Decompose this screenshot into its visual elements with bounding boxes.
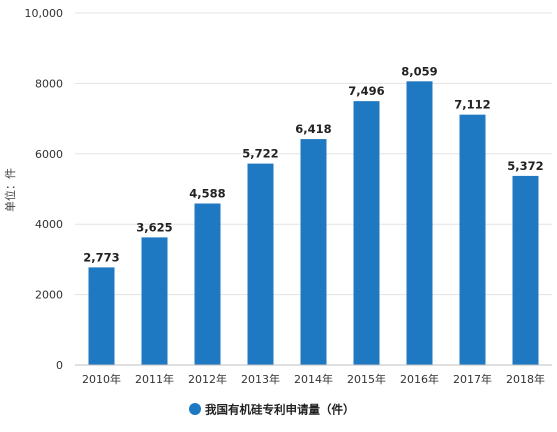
y-tick-label: 8000	[35, 77, 63, 90]
x-tick-label: 2011年	[135, 372, 174, 386]
bar	[300, 139, 327, 365]
x-axis: 2010年 2011年 2012年 2013年 2014年 2015年 2016年 2017年…	[75, 364, 552, 386]
x-tick-label: 2016年	[400, 372, 439, 386]
legend-swatch	[189, 403, 201, 415]
y-tick-label: 0	[56, 359, 63, 372]
y-tick-label: 2000	[35, 289, 63, 302]
data-label: 7,496	[348, 84, 384, 98]
data-label: 2,773	[83, 250, 119, 264]
data-label: 6,418	[295, 122, 331, 136]
legend-label: 我国有机硅专利申请量（件）	[205, 403, 355, 417]
y-tick-label: 6000	[35, 148, 63, 161]
y-axis: 0 2000 4000 6000 8000 10,000	[25, 7, 64, 372]
y-axis-title: 单位：件	[3, 168, 17, 212]
bar	[353, 101, 380, 365]
bar	[247, 163, 274, 365]
legend: 我国有机硅专利申请量（件）	[189, 403, 355, 417]
y-tick-label: 10,000	[25, 7, 64, 20]
x-tick-label: 2012年	[188, 372, 227, 386]
bar	[459, 114, 486, 366]
bar	[88, 267, 115, 365]
data-labels: 2,773 3,625 4,588 5,722 6,418 7,496 8,059 7,112…	[83, 64, 543, 264]
bar	[512, 175, 539, 365]
x-tick-label: 2010年	[82, 372, 121, 386]
data-label: 7,112	[454, 98, 490, 112]
bar	[141, 237, 168, 365]
data-label: 5,372	[507, 159, 543, 173]
data-label: 3,625	[136, 220, 172, 234]
data-label: 5,722	[242, 147, 278, 161]
bar	[194, 203, 221, 365]
bar-series	[88, 81, 539, 366]
y-tick-label: 4000	[35, 218, 63, 231]
data-label: 4,588	[189, 187, 225, 201]
x-tick-label: 2013年	[241, 372, 280, 386]
data-label: 8,059	[401, 64, 437, 78]
x-tick-label: 2017年	[453, 372, 492, 386]
x-tick-label: 2014年	[294, 372, 333, 386]
x-tick-label: 2018年	[506, 372, 545, 386]
bar	[406, 81, 433, 366]
x-tick-label: 2015年	[347, 372, 386, 386]
